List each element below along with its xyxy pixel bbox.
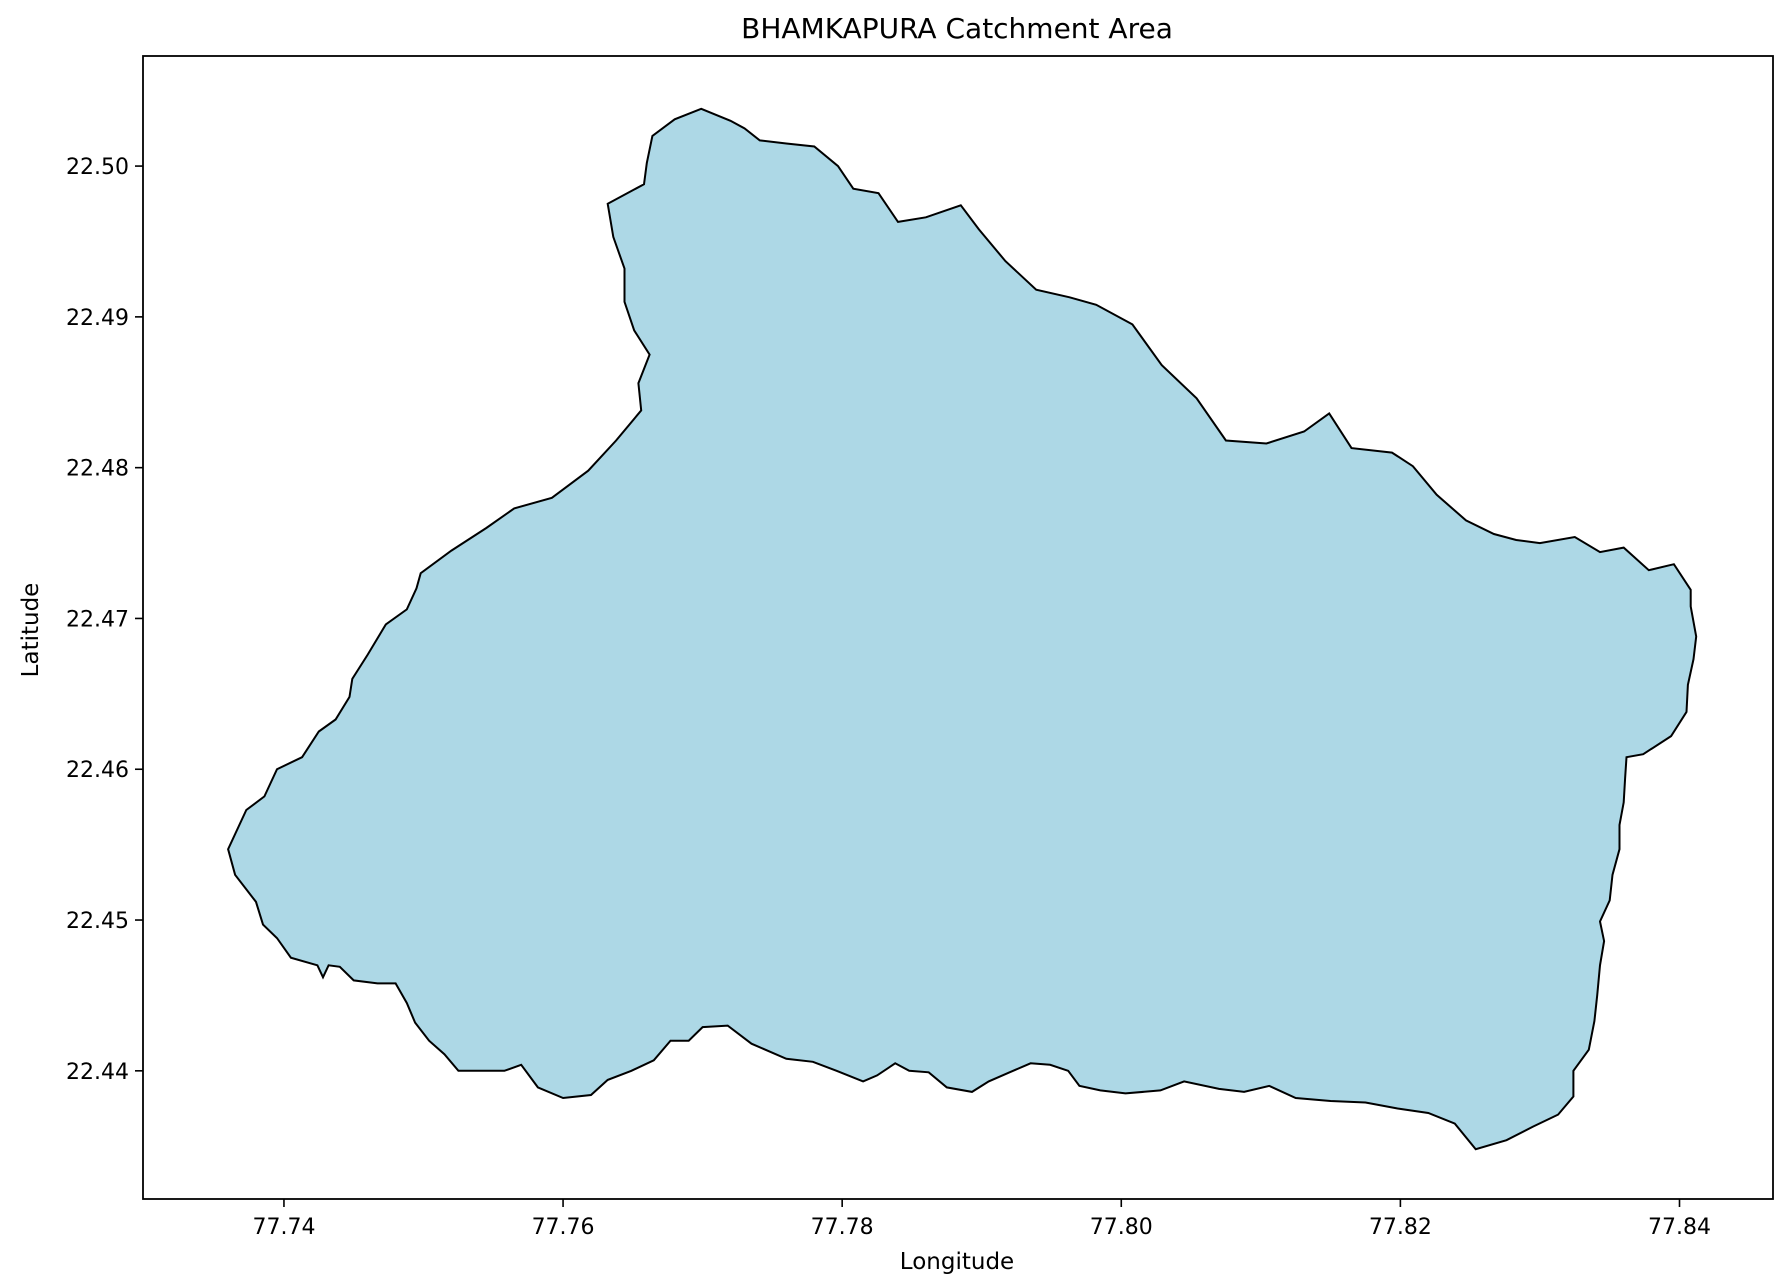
- x-axis-label: Longitude: [900, 1249, 1014, 1275]
- y-tick-label: 22.49: [66, 306, 129, 331]
- x-tick-label: 77.74: [252, 1215, 315, 1240]
- x-tick-label: 77.78: [811, 1215, 874, 1240]
- x-tick-label: 77.80: [1090, 1215, 1153, 1240]
- y-tick-label: 22.44: [66, 1060, 129, 1085]
- chart-title: BHAMKAPURA Catchment Area: [741, 12, 1173, 45]
- plot-frame: [142, 55, 1774, 1200]
- plot-area: [227, 107, 1698, 1151]
- y-tick-label: 22.47: [66, 607, 129, 632]
- y-tick-label: 22.48: [66, 457, 129, 482]
- x-tick-label: 77.84: [1648, 1215, 1711, 1240]
- x-tick-label: 77.76: [532, 1215, 595, 1240]
- x-tick-label: 77.82: [1369, 1215, 1432, 1240]
- y-tick-label: 22.45: [66, 909, 129, 934]
- y-axis: 22.44 22.45 22.46 22.47 22.48 22.49 22.50: [66, 155, 143, 1085]
- y-axis-label: Latitude: [18, 583, 44, 678]
- y-tick-label: 22.50: [66, 155, 129, 180]
- y-tick-label: 22.46: [66, 758, 129, 783]
- catchment-boundary-polygon: [227, 107, 1698, 1151]
- x-axis: 77.74 77.76 77.78 77.80 77.82 77.84: [252, 1199, 1711, 1240]
